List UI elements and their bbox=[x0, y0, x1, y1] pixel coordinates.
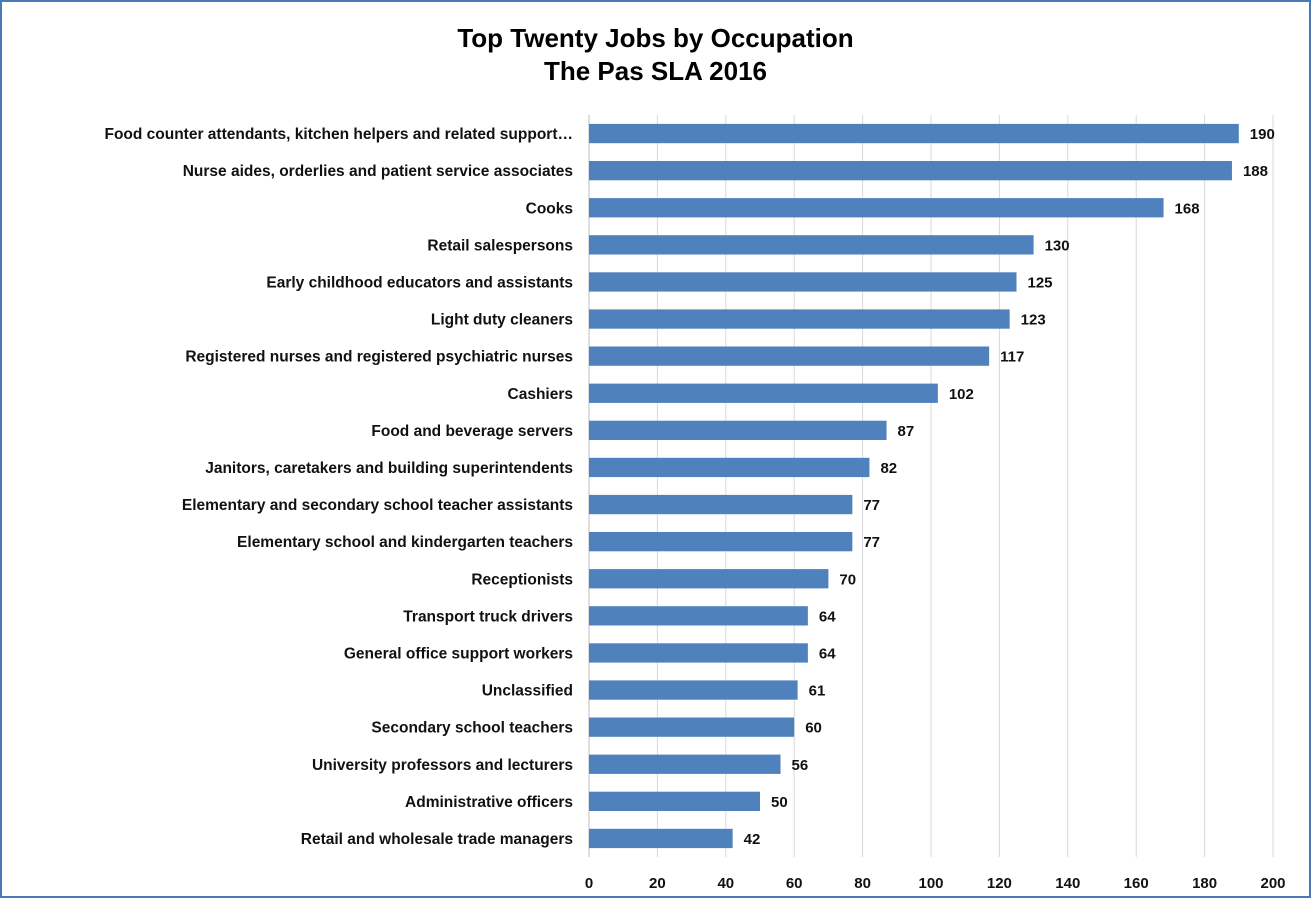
data-label: 42 bbox=[744, 831, 761, 848]
bar bbox=[589, 828, 733, 849]
category-label: Unclassified bbox=[482, 683, 573, 700]
data-label: 56 bbox=[792, 757, 809, 774]
x-tick-label: 100 bbox=[918, 875, 943, 892]
category-label: Secondary school teachers bbox=[371, 720, 573, 737]
category-label: Janitors, caretakers and building superi… bbox=[205, 460, 573, 477]
x-tick-label: 140 bbox=[1055, 875, 1080, 892]
data-label: 188 bbox=[1243, 163, 1268, 180]
bar bbox=[589, 198, 1164, 218]
category-label: Elementary school and kindergarten teach… bbox=[237, 534, 573, 551]
bar bbox=[589, 717, 795, 737]
bar bbox=[589, 754, 781, 774]
x-tick-label: 120 bbox=[987, 875, 1012, 892]
bar bbox=[589, 235, 1034, 255]
bar bbox=[589, 569, 829, 589]
bar bbox=[589, 383, 938, 403]
data-label: 64 bbox=[819, 645, 836, 662]
data-label: 77 bbox=[863, 534, 880, 551]
data-label: 130 bbox=[1045, 237, 1070, 254]
category-label: General office support workers bbox=[344, 645, 573, 662]
category-label: Early childhood educators and assistants bbox=[266, 274, 573, 291]
data-label: 102 bbox=[949, 386, 974, 403]
data-label: 117 bbox=[1000, 349, 1024, 366]
data-label: 168 bbox=[1175, 200, 1200, 217]
x-tick-label: 60 bbox=[786, 875, 803, 892]
data-label: 82 bbox=[880, 460, 897, 477]
category-label: University professors and lecturers bbox=[312, 757, 573, 774]
bar bbox=[589, 791, 760, 811]
category-label: Cooks bbox=[526, 200, 573, 217]
bar bbox=[589, 123, 1239, 144]
bar bbox=[589, 532, 853, 552]
x-tick-label: 20 bbox=[649, 875, 666, 892]
data-label: 87 bbox=[898, 423, 915, 440]
data-label: 77 bbox=[863, 497, 880, 514]
bar bbox=[589, 643, 808, 663]
data-label: 190 bbox=[1250, 126, 1275, 143]
bar bbox=[589, 346, 990, 366]
chart-subtitle: The Pas SLA 2016 bbox=[543, 56, 768, 86]
category-label: Food and beverage servers bbox=[371, 423, 573, 440]
data-label: 70 bbox=[839, 571, 856, 588]
bar bbox=[589, 680, 798, 700]
category-label: Administrative officers bbox=[405, 794, 573, 811]
category-label: Nurse aides, orderlies and patient servi… bbox=[183, 163, 573, 180]
category-label: Cashiers bbox=[508, 386, 573, 403]
category-label: Food counter attendants, kitchen helpers… bbox=[104, 126, 573, 143]
bar bbox=[589, 272, 1017, 292]
category-label: Receptionists bbox=[471, 571, 573, 588]
category-label: Elementary and secondary school teacher … bbox=[182, 497, 573, 514]
bar bbox=[589, 309, 1010, 329]
bar bbox=[589, 161, 1232, 181]
bar bbox=[589, 457, 870, 478]
x-tick-label: 200 bbox=[1260, 875, 1285, 892]
data-label: 123 bbox=[1021, 312, 1046, 329]
category-label: Retail and wholesale trade managers bbox=[301, 831, 573, 848]
bar bbox=[589, 606, 808, 626]
data-label: 50 bbox=[771, 794, 788, 811]
x-tick-label: 160 bbox=[1124, 875, 1149, 892]
category-label: Transport truck drivers bbox=[403, 608, 573, 625]
x-tick-label: 180 bbox=[1192, 875, 1217, 892]
data-label: 125 bbox=[1028, 274, 1053, 291]
x-tick-label: 0 bbox=[585, 875, 593, 892]
data-label: 64 bbox=[819, 608, 836, 625]
bar bbox=[589, 420, 887, 440]
category-label: Light duty cleaners bbox=[431, 312, 573, 329]
x-tick-label: 40 bbox=[717, 875, 734, 892]
category-label: Registered nurses and registered psychia… bbox=[185, 349, 573, 366]
bar bbox=[589, 494, 853, 515]
category-label: Retail salespersons bbox=[427, 237, 573, 254]
data-label: 60 bbox=[805, 720, 822, 737]
chart-title: Top Twenty Jobs by Occupation bbox=[457, 23, 854, 53]
x-tick-label: 80 bbox=[854, 875, 871, 892]
data-label: 61 bbox=[809, 683, 826, 700]
chart-title-block: Top Twenty Jobs by Occupation The Pas SL… bbox=[0, 22, 1311, 88]
